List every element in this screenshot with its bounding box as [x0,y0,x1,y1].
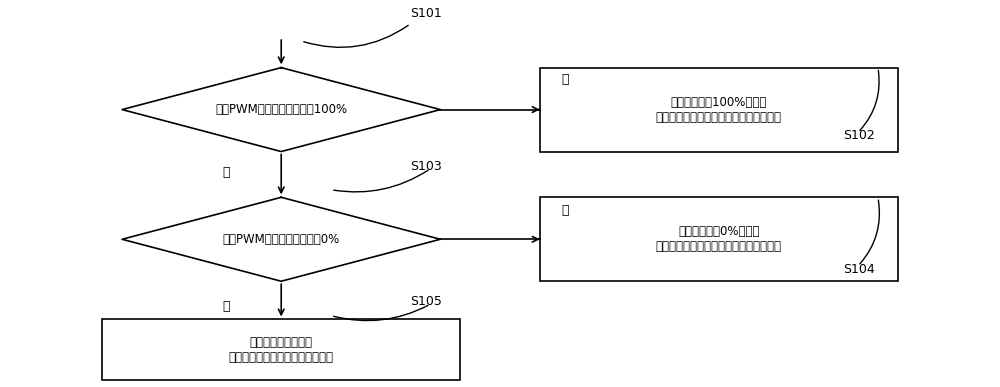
Text: S103: S103 [411,159,442,173]
Text: 是: 是 [561,204,568,217]
Text: 执行常规诊断过程，
依据反馈信号端状态输出诊断结果: 执行常规诊断过程， 依据反馈信号端状态输出诊断结果 [229,336,334,364]
FancyBboxPatch shape [102,319,460,380]
Text: 判断PWM输出占空比是否为100%: 判断PWM输出占空比是否为100% [215,103,347,116]
FancyBboxPatch shape [540,197,898,281]
FancyBboxPatch shape [540,68,898,152]
Text: 判断PWM输出占空比是否为0%: 判断PWM输出占空比是否为0% [223,233,340,246]
Polygon shape [122,68,440,152]
Text: S102: S102 [843,129,875,142]
Text: S104: S104 [843,262,875,276]
Text: S101: S101 [411,7,442,20]
Text: S105: S105 [411,295,442,308]
Text: 否: 否 [223,300,230,313]
Text: 执行占空比为100%的诊断
过程，依据反馈信号端状态输出诊断结果: 执行占空比为100%的诊断 过程，依据反馈信号端状态输出诊断结果 [656,96,782,123]
Text: 否: 否 [223,166,230,179]
Text: 执行占空比为0%的诊断
过程，依据反馈信号端状态输出诊断结果: 执行占空比为0%的诊断 过程，依据反馈信号端状态输出诊断结果 [656,225,782,253]
Text: 是: 是 [561,73,568,86]
Polygon shape [122,197,440,281]
